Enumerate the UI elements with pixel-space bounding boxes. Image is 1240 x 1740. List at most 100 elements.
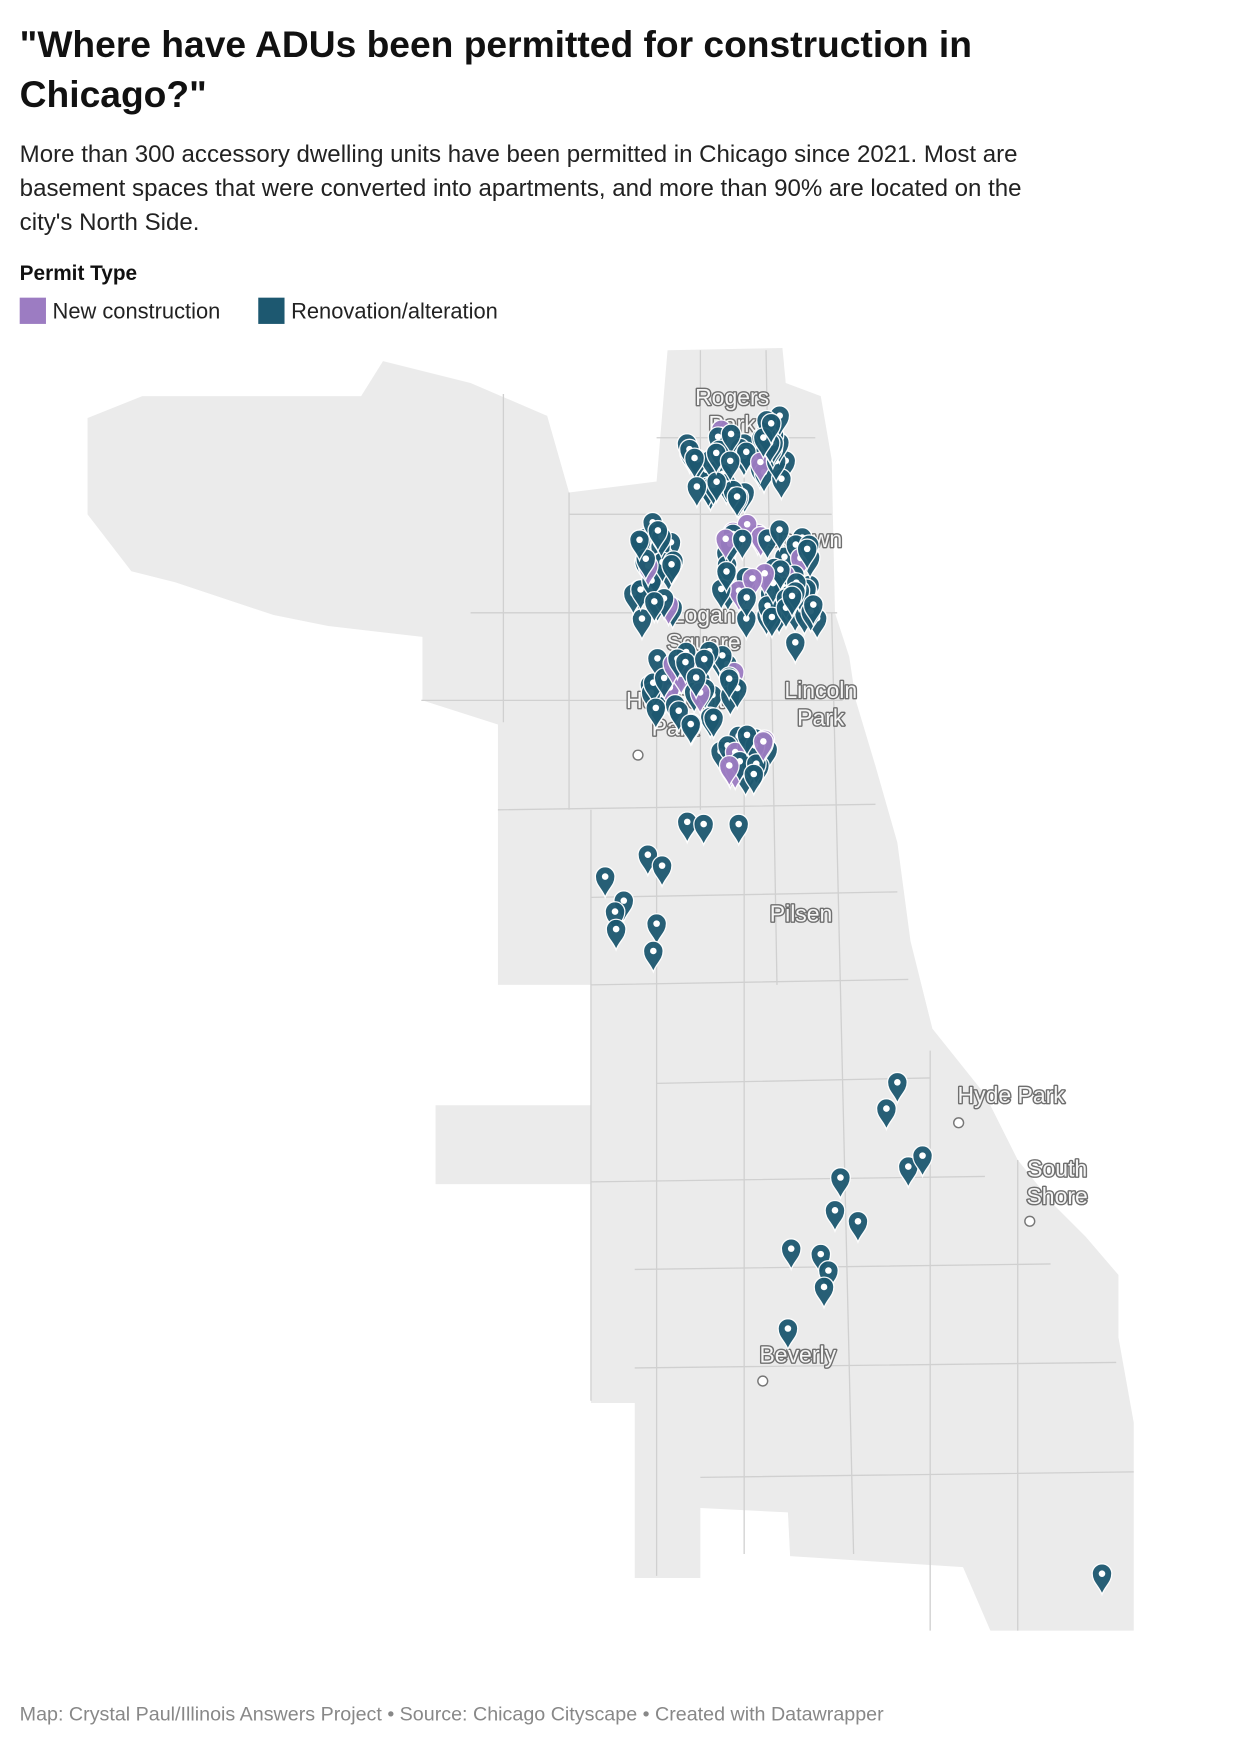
neighborhood-label: Lincoln bbox=[784, 677, 857, 703]
marker-dot bbox=[767, 420, 775, 427]
marker-dot bbox=[660, 674, 668, 682]
marker-dot bbox=[1098, 1570, 1106, 1577]
place-dot bbox=[757, 1375, 769, 1387]
marker bbox=[1091, 1563, 1113, 1597]
marker bbox=[676, 811, 698, 845]
marker-dot bbox=[750, 770, 758, 778]
marker bbox=[643, 590, 665, 625]
marker-pin bbox=[631, 608, 653, 642]
marker-pin bbox=[718, 668, 740, 702]
marker-dot bbox=[654, 655, 661, 662]
legend-swatch bbox=[258, 297, 285, 324]
marker-dot bbox=[717, 585, 725, 593]
marker-dot bbox=[726, 457, 734, 465]
marker-dot bbox=[683, 818, 691, 826]
marker bbox=[661, 553, 683, 587]
neighborhood-label: Park bbox=[797, 705, 845, 731]
marker-pin bbox=[802, 594, 824, 628]
marker bbox=[824, 1199, 846, 1233]
marker-dot bbox=[778, 475, 785, 482]
marker-dot bbox=[831, 1207, 839, 1214]
marker bbox=[594, 866, 616, 900]
marker bbox=[796, 538, 818, 572]
marker-dot bbox=[700, 820, 707, 828]
marker-pin bbox=[646, 913, 668, 947]
legend-label: New construction bbox=[53, 298, 221, 323]
marker-pin bbox=[715, 528, 737, 562]
marker-pin bbox=[847, 1210, 869, 1244]
marker bbox=[680, 713, 702, 747]
marker bbox=[736, 587, 758, 621]
title: "Where have ADUs been permitted for cons… bbox=[20, 23, 972, 65]
marker-dot bbox=[710, 714, 717, 721]
markers bbox=[594, 405, 1113, 1597]
marker bbox=[686, 475, 708, 510]
marker bbox=[631, 608, 653, 642]
marker-pin bbox=[684, 447, 706, 481]
marker-dot bbox=[837, 1174, 844, 1181]
marker-pin bbox=[645, 697, 667, 731]
marker bbox=[780, 1238, 802, 1272]
marker-pin bbox=[726, 486, 748, 520]
marker-dot bbox=[652, 704, 660, 712]
marker bbox=[813, 1276, 835, 1310]
marker-dot bbox=[919, 1152, 926, 1159]
marker bbox=[784, 631, 806, 665]
marker-dot bbox=[644, 851, 652, 858]
marker-pin bbox=[760, 412, 782, 446]
marker-dot bbox=[854, 1218, 862, 1225]
description: More than 300 accessory dwelling units h… bbox=[20, 141, 1018, 168]
marker-pin bbox=[629, 529, 651, 563]
marker bbox=[875, 1098, 897, 1132]
marker-pin bbox=[680, 713, 702, 747]
marker-dot bbox=[693, 483, 701, 490]
marker-pin bbox=[676, 811, 698, 845]
boundary bbox=[502, 350, 1019, 1631]
marker bbox=[728, 813, 750, 847]
marker-dot bbox=[611, 908, 619, 915]
marker-dot bbox=[792, 639, 799, 646]
marker-dot bbox=[700, 655, 708, 663]
neighborhood-label: Pilsen bbox=[770, 900, 833, 926]
marker bbox=[719, 450, 741, 484]
title: Chicago?" bbox=[20, 73, 207, 115]
marker-pin bbox=[784, 631, 806, 665]
marker-dot bbox=[722, 535, 729, 543]
marker-dot bbox=[636, 536, 643, 544]
place-dot bbox=[953, 1117, 965, 1129]
neighborhood-label: Hyde Park bbox=[958, 1082, 1066, 1108]
marker-dot bbox=[642, 555, 650, 562]
marker-dot bbox=[743, 520, 751, 528]
marker-dot bbox=[894, 1079, 901, 1086]
marker-pin bbox=[693, 813, 715, 847]
marker bbox=[646, 913, 668, 947]
marker bbox=[642, 940, 664, 974]
footer: Map: Crystal Paul/Illinois Answers Proje… bbox=[20, 1703, 884, 1725]
marker-dot bbox=[691, 454, 698, 462]
marker-dot bbox=[719, 652, 726, 659]
marker-dot bbox=[739, 535, 746, 543]
marker bbox=[752, 730, 774, 765]
marker bbox=[781, 585, 803, 619]
marker bbox=[715, 560, 737, 595]
marker-dot bbox=[687, 720, 695, 728]
marker-dot bbox=[883, 1105, 890, 1112]
legend-label: Renovation/alteration bbox=[291, 298, 498, 323]
marker-pin bbox=[731, 528, 753, 562]
marker-dot bbox=[735, 820, 742, 828]
marker bbox=[802, 594, 824, 628]
marker-pin bbox=[780, 1238, 802, 1272]
marker-dot bbox=[743, 594, 750, 601]
marker-dot bbox=[714, 433, 722, 441]
marker-pin bbox=[829, 1167, 851, 1201]
marker bbox=[768, 519, 790, 553]
marker-pin bbox=[1091, 1563, 1113, 1597]
marker-dot bbox=[620, 897, 628, 904]
marker-pin bbox=[768, 519, 790, 553]
place-dot bbox=[632, 749, 644, 761]
marker-dot bbox=[612, 925, 620, 933]
marker-dot bbox=[638, 615, 646, 622]
marker-pin bbox=[715, 560, 737, 595]
marker-dot bbox=[810, 601, 817, 608]
marker bbox=[693, 813, 715, 847]
